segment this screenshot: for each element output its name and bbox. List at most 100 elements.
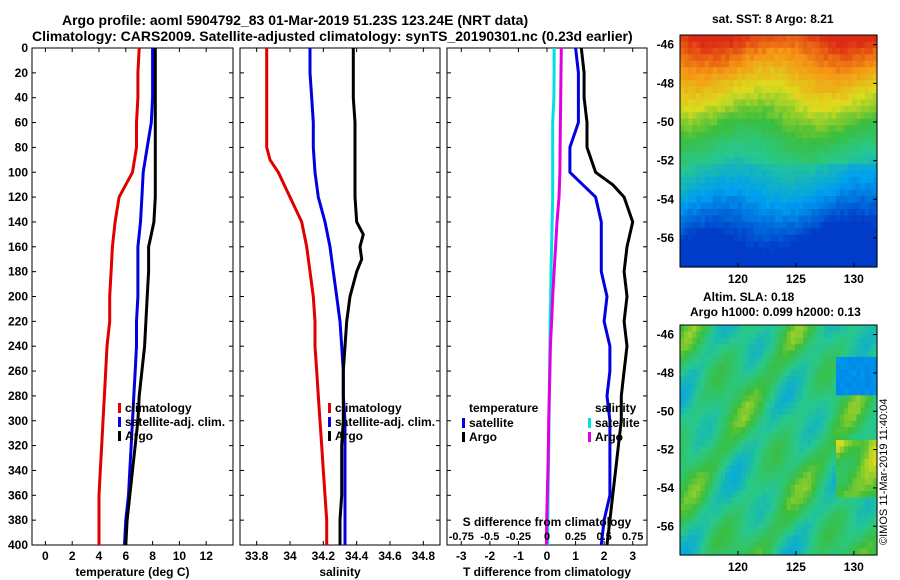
- sst-map-cell: [700, 228, 706, 236]
- sla-map-cell: [856, 395, 862, 403]
- sla-map-cell: [811, 503, 817, 511]
- sst-map-cell: [749, 189, 755, 197]
- sst-map-cell: [872, 183, 878, 191]
- sla-map-cell: [807, 478, 812, 486]
- sst-map-cell: [704, 73, 710, 81]
- sst-map-cell: [725, 215, 730, 223]
- sst-map-cell: [790, 125, 796, 133]
- sst-map-cell: [762, 196, 767, 204]
- sst-map-cell: [823, 93, 829, 101]
- sst-map-cell: [692, 138, 698, 146]
- sst-map-cell: [848, 189, 853, 197]
- sst-map-cell: [794, 163, 800, 171]
- sst-map-cell: [692, 80, 698, 88]
- sst-map-cell: [835, 151, 841, 159]
- sst-map-cell: [852, 144, 858, 152]
- sla-map-cell: [790, 542, 796, 550]
- sla-map-cell: [729, 325, 734, 332]
- sst-map-cell: [835, 254, 841, 262]
- sst-map-cell: [688, 80, 693, 88]
- sla-map-cell: [823, 510, 829, 518]
- sla-map-cell: [856, 331, 862, 339]
- sla-map-cell: [778, 414, 784, 422]
- sla-map-cell: [794, 440, 800, 447]
- sla-map-cell: [700, 408, 706, 416]
- sla-map-cell: [733, 452, 739, 460]
- sst-map-cell: [852, 241, 858, 249]
- sst-map-cell: [786, 183, 792, 191]
- sla-map-cell: [716, 440, 722, 447]
- sla-map-cell: [766, 433, 771, 441]
- sst-map-cell: [786, 73, 792, 81]
- sst-map-cell: [733, 247, 739, 255]
- sst-map-cell: [770, 228, 775, 236]
- sla-map-cell: [778, 503, 784, 511]
- sst-map-cell: [786, 144, 792, 152]
- sla-map-cell: [762, 542, 767, 550]
- sst-map-cell: [778, 202, 784, 210]
- sst-map-cell: [864, 215, 870, 223]
- sst-map-cell: [704, 41, 710, 49]
- sla-map-cell: [860, 433, 866, 441]
- sla-map-cell: [696, 408, 702, 416]
- sla-map-cell: [807, 497, 812, 505]
- sst-map-cell: [811, 60, 817, 68]
- profile-title: Argo profile: aoml 5904792_83 01-Mar-201…: [62, 12, 529, 28]
- sst-map-cell: [688, 221, 693, 229]
- sst-map-cell: [835, 241, 841, 249]
- sla-map-cell: [840, 529, 845, 537]
- sst-map-cell: [790, 209, 796, 217]
- sla-map-cell: [794, 363, 800, 371]
- sla-map-cell: [770, 510, 775, 518]
- sst-map-cell: [692, 202, 698, 210]
- sst-map-cell: [725, 209, 730, 217]
- sla-map-cell: [737, 414, 743, 422]
- sst-map-cell: [868, 118, 874, 126]
- sst-map-cell: [716, 118, 722, 126]
- sst-map-cell: [704, 60, 710, 68]
- sla-map-cell: [790, 344, 796, 352]
- sst-map-cell: [852, 73, 858, 81]
- sst-map-cell: [872, 105, 878, 113]
- sla-map-cell: [696, 491, 702, 499]
- sla-map-cell: [708, 465, 714, 473]
- sla-map-cell: [811, 452, 817, 460]
- sla-map-cell: [807, 420, 812, 428]
- temperature-legend-swatch: [118, 417, 121, 427]
- sla-map-cell: [725, 395, 730, 403]
- sla-map-cell: [708, 408, 714, 416]
- sst-map-cell: [757, 260, 763, 268]
- sst-map-cell: [864, 196, 870, 204]
- sla-map-cell: [815, 548, 821, 556]
- sst-map-cell: [708, 163, 714, 171]
- sst-map-cell: [708, 131, 714, 139]
- sst-map-cell: [684, 254, 689, 262]
- sla-map-cell: [782, 388, 788, 396]
- sla-map-cell: [815, 452, 821, 460]
- sla-map-cell: [712, 446, 718, 454]
- sla-map-cell: [831, 388, 837, 396]
- sla-map-cell: [844, 497, 849, 505]
- sst-map-cell: [704, 105, 710, 113]
- sla-map-cell: [680, 478, 685, 486]
- sla-map-cell: [729, 516, 734, 524]
- sla-map-cell: [704, 542, 710, 550]
- sst-map-cell: [704, 86, 710, 94]
- sst-map-cell: [848, 209, 853, 217]
- sla-map-cell: [688, 414, 693, 422]
- sst-map-cell: [725, 163, 730, 171]
- sst-map-cell: [782, 254, 788, 262]
- sla-map-cell: [819, 516, 825, 524]
- sla-map-cell: [864, 535, 870, 543]
- sst-map-lat-label: -52: [657, 154, 675, 168]
- sla-map-cell: [827, 420, 833, 428]
- difference-s-tick-label: 0.25: [565, 531, 586, 543]
- sla-map-cell: [794, 344, 800, 352]
- sla-map-cell: [872, 529, 878, 537]
- sla-map-cell: [860, 491, 866, 499]
- sla-map-cell: [844, 516, 849, 524]
- sla-map-cell: [680, 350, 685, 358]
- sst-map-cell: [712, 73, 718, 81]
- sla-map-cell: [827, 325, 833, 332]
- sst-map-cell: [745, 125, 751, 133]
